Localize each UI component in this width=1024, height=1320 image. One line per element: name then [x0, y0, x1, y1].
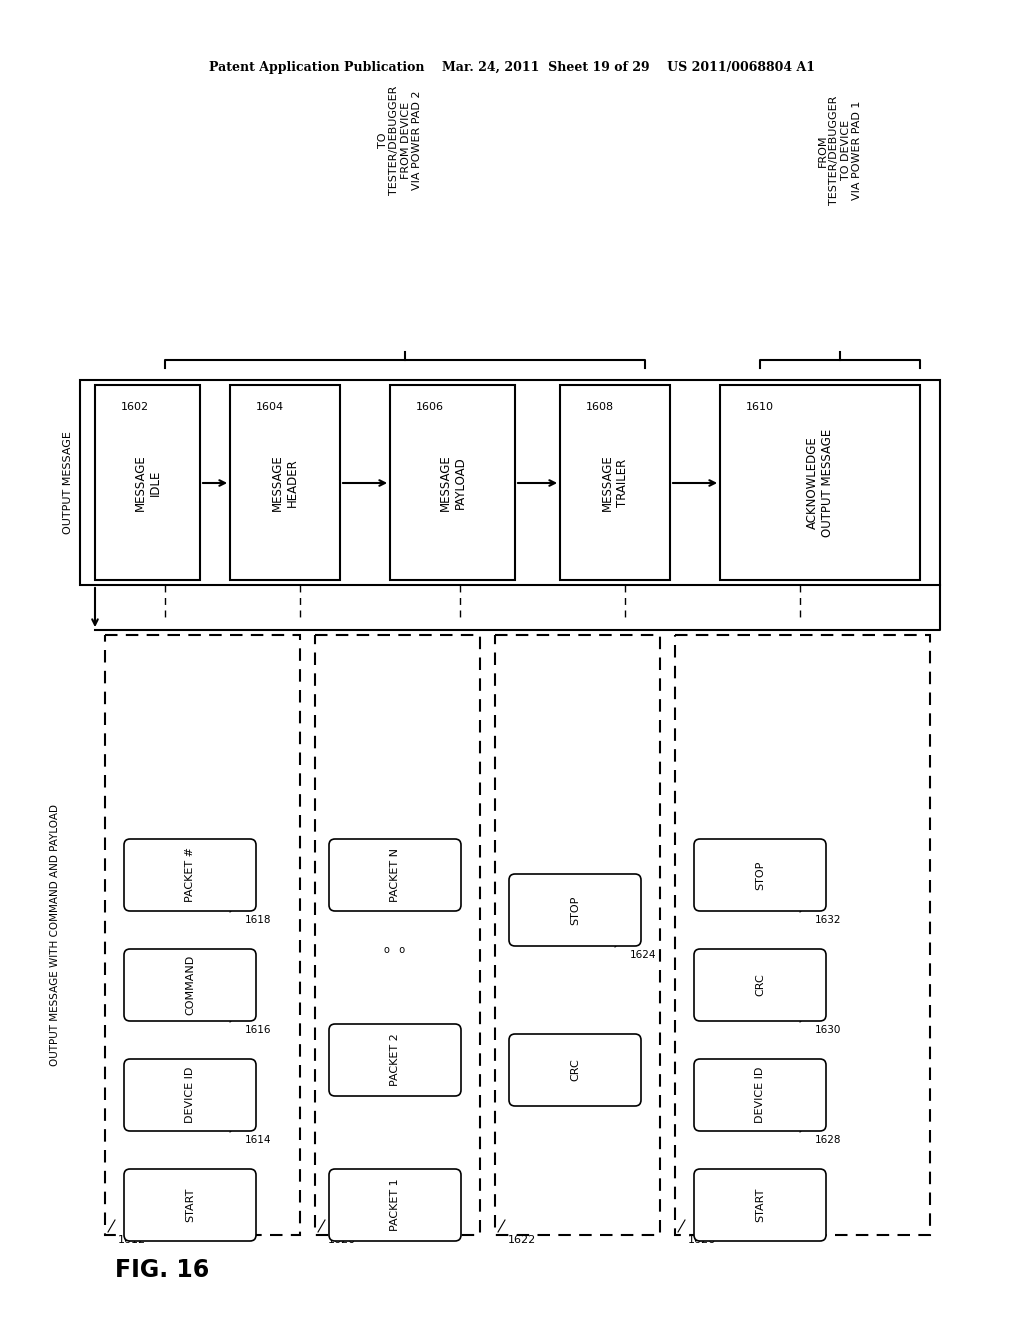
FancyBboxPatch shape: [509, 1034, 641, 1106]
Text: OUTPUT MESSAGE: OUTPUT MESSAGE: [63, 432, 73, 535]
Text: FIG. 16: FIG. 16: [115, 1258, 209, 1282]
Text: Patent Application Publication    Mar. 24, 2011  Sheet 19 of 29    US 2011/00688: Patent Application Publication Mar. 24, …: [209, 62, 815, 74]
Bar: [720, 385, 920, 579]
FancyBboxPatch shape: [124, 1059, 256, 1131]
Bar: [95, 385, 200, 579]
FancyBboxPatch shape: [329, 840, 461, 911]
FancyBboxPatch shape: [124, 840, 256, 911]
Text: FROM
TESTER/DEBUGGER
TO DEVICE
VIA POWER PAD 1: FROM TESTER/DEBUGGER TO DEVICE VIA POWER…: [817, 95, 862, 205]
FancyBboxPatch shape: [694, 949, 826, 1020]
Text: 1612: 1612: [118, 1236, 146, 1245]
Text: o   o: o o: [384, 945, 406, 954]
Text: 1626: 1626: [688, 1236, 716, 1245]
Text: 1606: 1606: [416, 403, 444, 412]
Bar: [80, 380, 940, 585]
Text: DEVICE ID: DEVICE ID: [185, 1067, 195, 1123]
Text: MESSAGE
HEADER: MESSAGE HEADER: [271, 454, 299, 511]
Text: 1610: 1610: [746, 403, 774, 412]
Text: 1614: 1614: [245, 1135, 271, 1144]
Bar: [495, 635, 660, 1236]
FancyBboxPatch shape: [694, 1170, 826, 1241]
Text: CRC: CRC: [755, 974, 765, 997]
FancyBboxPatch shape: [694, 840, 826, 911]
Text: TO
TESTER/DEBUGGER
FROM DEVICE
VIA POWER PAD 2: TO TESTER/DEBUGGER FROM DEVICE VIA POWER…: [378, 86, 422, 195]
Text: 1630: 1630: [815, 1026, 842, 1035]
Text: STOP: STOP: [755, 861, 765, 890]
Text: MESSAGE
IDLE: MESSAGE IDLE: [133, 454, 162, 511]
Text: 1618: 1618: [245, 915, 271, 925]
Text: START: START: [185, 1188, 195, 1222]
FancyBboxPatch shape: [694, 1059, 826, 1131]
Text: MESSAGE
PAYLOAD: MESSAGE PAYLOAD: [438, 454, 467, 511]
Text: OUTPUT MESSAGE WITH COMMAND AND PAYLOAD: OUTPUT MESSAGE WITH COMMAND AND PAYLOAD: [50, 804, 60, 1067]
Bar: [675, 635, 930, 1236]
FancyBboxPatch shape: [329, 1024, 461, 1096]
Text: 1624: 1624: [630, 950, 656, 960]
Text: 1620: 1620: [328, 1236, 356, 1245]
Text: 1604: 1604: [256, 403, 284, 412]
Text: PACKET 2: PACKET 2: [390, 1034, 400, 1086]
Bar: [390, 385, 515, 579]
Text: PACKET N: PACKET N: [390, 847, 400, 902]
Text: START: START: [755, 1188, 765, 1222]
Bar: [105, 635, 300, 1236]
FancyBboxPatch shape: [509, 874, 641, 946]
Bar: [315, 635, 480, 1236]
Text: 1602: 1602: [121, 403, 150, 412]
FancyBboxPatch shape: [329, 1170, 461, 1241]
Text: STOP: STOP: [570, 895, 580, 925]
Text: DEVICE ID: DEVICE ID: [755, 1067, 765, 1123]
Text: 1616: 1616: [245, 1026, 271, 1035]
Text: 1608: 1608: [586, 403, 614, 412]
Text: PACKET 1: PACKET 1: [390, 1179, 400, 1232]
FancyBboxPatch shape: [124, 949, 256, 1020]
Text: COMMAND: COMMAND: [185, 954, 195, 1015]
FancyBboxPatch shape: [124, 1170, 256, 1241]
Text: 1628: 1628: [815, 1135, 842, 1144]
Text: 1622: 1622: [508, 1236, 537, 1245]
Text: 1632: 1632: [815, 915, 842, 925]
Bar: [560, 385, 670, 579]
Text: PACKET #: PACKET #: [185, 847, 195, 903]
Text: CRC: CRC: [570, 1059, 580, 1081]
Text: MESSAGE
TRAILER: MESSAGE TRAILER: [601, 454, 629, 511]
Text: ACKNOWLEDGE
OUTPUT MESSAGE: ACKNOWLEDGE OUTPUT MESSAGE: [806, 429, 834, 537]
Bar: [230, 385, 340, 579]
